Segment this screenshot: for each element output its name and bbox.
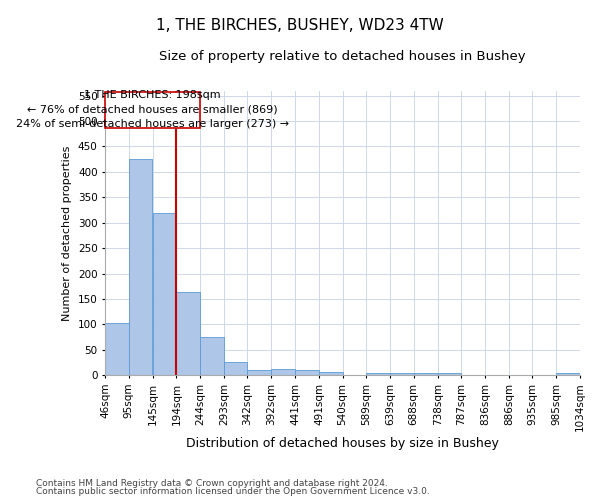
X-axis label: Distribution of detached houses by size in Bushey: Distribution of detached houses by size … — [186, 437, 499, 450]
Bar — [153, 212, 176, 375]
Bar — [556, 372, 580, 375]
Bar — [438, 373, 461, 375]
Bar — [295, 370, 319, 375]
Text: Contains public sector information licensed under the Open Government Licence v3: Contains public sector information licen… — [36, 487, 430, 496]
Y-axis label: Number of detached properties: Number of detached properties — [62, 145, 72, 320]
Bar — [247, 370, 271, 375]
Bar — [366, 372, 389, 375]
Bar — [176, 292, 200, 375]
Title: Size of property relative to detached houses in Bushey: Size of property relative to detached ho… — [159, 50, 526, 63]
Bar — [105, 92, 200, 128]
Bar — [414, 373, 437, 375]
Bar — [129, 159, 152, 375]
Bar — [319, 372, 343, 375]
Bar — [200, 337, 224, 375]
Text: Contains HM Land Registry data © Crown copyright and database right 2024.: Contains HM Land Registry data © Crown c… — [36, 478, 388, 488]
Text: 1 THE BIRCHES: 198sqm
← 76% of detached houses are smaller (869)
24% of semi-det: 1 THE BIRCHES: 198sqm ← 76% of detached … — [16, 90, 289, 130]
Bar — [271, 369, 295, 375]
Bar — [224, 362, 247, 375]
Text: 1, THE BIRCHES, BUSHEY, WD23 4TW: 1, THE BIRCHES, BUSHEY, WD23 4TW — [156, 18, 444, 32]
Bar — [390, 372, 414, 375]
Bar — [105, 323, 129, 375]
